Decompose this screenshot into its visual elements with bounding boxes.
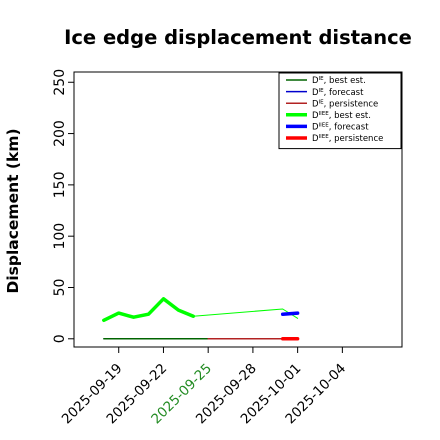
legend-box	[278, 72, 402, 150]
y-tick-label: 150	[52, 172, 68, 199]
legend-label: DIIEE, best est.	[312, 111, 371, 121]
y-tick-label: 50	[52, 279, 68, 297]
legend-label: DIIEE, persistence	[312, 134, 383, 144]
legend-label: DIE, forecast	[312, 88, 364, 98]
plot-frame	[73, 71, 403, 348]
y-tick-label: 200	[52, 120, 68, 147]
series-line	[102, 297, 196, 323]
y-tick-label: 250	[52, 69, 68, 96]
legend-label: DIIEE, forecast	[312, 123, 369, 133]
y-tick-label: 100	[52, 223, 68, 250]
chart-title: Ice edge displacement distance	[64, 26, 412, 49]
y-tick-label: 0	[52, 334, 68, 343]
plot-area: 0501001502002502025-09-192025-09-222025-…	[52, 69, 403, 427]
series-line	[280, 311, 300, 316]
legend-label: DIE, best est.	[312, 76, 366, 86]
legend-label: DIE, persistence	[312, 99, 378, 109]
y-axis-label: Displacement (km)	[4, 128, 22, 293]
